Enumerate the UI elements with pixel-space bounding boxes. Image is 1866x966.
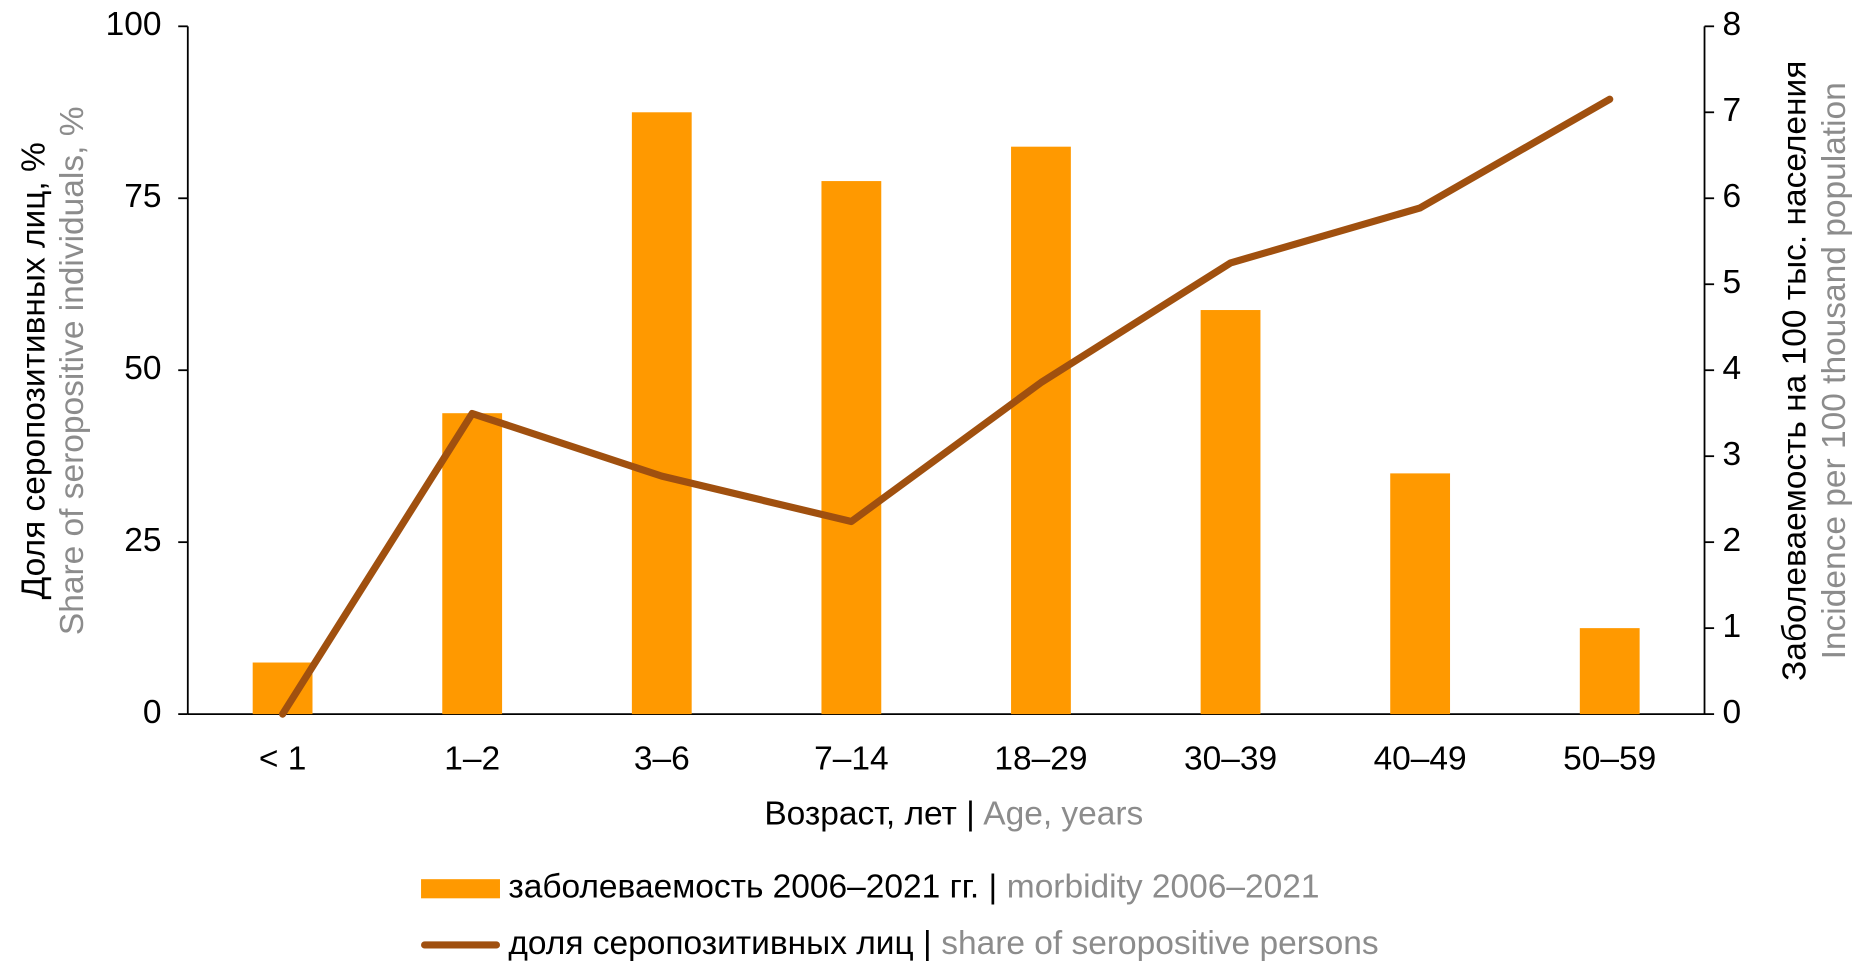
y2-tick-label: 6	[1722, 178, 1741, 215]
y2-tick-label: 3	[1722, 436, 1741, 473]
bar	[1011, 146, 1071, 715]
bar	[1579, 628, 1640, 715]
y2-axis-label: Заболеваемость на 100 тыс. населения	[1776, 61, 1813, 681]
bar	[252, 662, 313, 715]
x-tick-label: 1–2	[444, 741, 500, 778]
y2-tick-label: 0	[1722, 694, 1741, 731]
x-tick-label: 30–39	[1184, 741, 1277, 778]
x-axis-label: Возраст, лет |	[764, 796, 975, 833]
bar	[631, 112, 692, 715]
y2-tick-label: 4	[1722, 350, 1741, 387]
legend-swatch	[421, 879, 500, 899]
x-tick-label: 7–14	[814, 741, 889, 778]
legend-label: заболеваемость 2006–2021 гг. |	[508, 869, 997, 906]
y2-tick-label: 2	[1722, 522, 1741, 559]
bar	[442, 413, 503, 715]
y2-tick-label: 1	[1722, 608, 1741, 645]
y-tick-label: 75	[124, 178, 161, 215]
legend-label-en: morbidity 2006–2021	[1007, 869, 1320, 906]
y-axis-label-en: Share of seropositive individuals, %	[54, 107, 91, 636]
y2-tick-label: 8	[1722, 6, 1741, 43]
y-tick-label: 50	[124, 350, 161, 387]
x-tick-label: < 1	[259, 741, 306, 778]
legend-label-en: share of seropositive persons	[941, 925, 1378, 961]
x-tick-label: 50–59	[1563, 741, 1656, 778]
legend-label: доля серопозитивных лиц |	[508, 925, 931, 961]
x-tick-label: 3–6	[634, 741, 690, 778]
y2-axis-label-en: Incidence per 100 thousand population	[1816, 82, 1853, 659]
y2-tick-label: 7	[1722, 92, 1741, 129]
y-tick-label: 0	[143, 694, 162, 731]
x-tick-label: 40–49	[1374, 741, 1467, 778]
x-axis-label-en: Age, years	[983, 796, 1143, 833]
line	[279, 95, 1614, 718]
y2-tick-label: 5	[1722, 264, 1741, 301]
y-tick-label: 100	[106, 6, 162, 43]
bar	[1390, 473, 1451, 715]
x-tick-label: 18–29	[994, 741, 1087, 778]
bar	[1200, 310, 1261, 715]
y-tick-label: 25	[124, 522, 161, 559]
y-axis-label: Доля серопозитивных лиц, %	[16, 142, 53, 599]
bar	[821, 181, 882, 715]
